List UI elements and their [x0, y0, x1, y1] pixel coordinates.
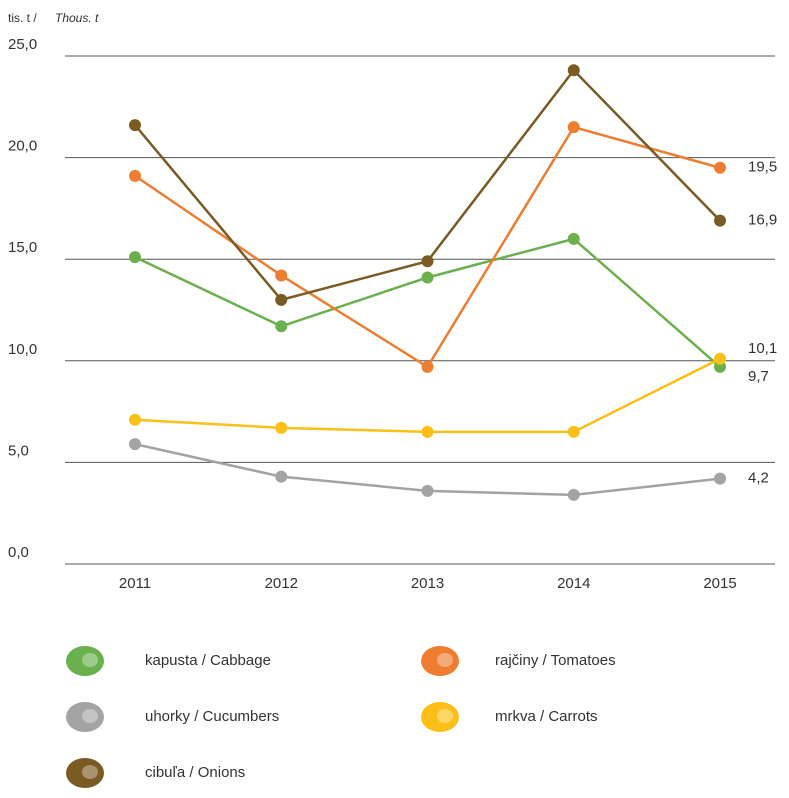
y-tick-label: 0,0: [8, 544, 29, 561]
y-tick-label: 15,0: [8, 239, 37, 256]
data-point: [714, 162, 726, 174]
data-point: [714, 473, 726, 485]
legend-icon-highlight: [437, 709, 453, 723]
legend-icon-highlight: [82, 765, 98, 779]
legend-label: uhorky / Cucumbers: [145, 708, 279, 725]
y-tick-label: 10,0: [8, 341, 37, 358]
data-point: [129, 251, 141, 263]
legend-label: cibuľa / Onions: [145, 764, 245, 781]
value-label: 4,2: [748, 470, 769, 487]
data-point: [422, 255, 434, 267]
series-line: [135, 127, 720, 367]
value-label: 9,7: [748, 368, 769, 385]
y-tick-label: 20,0: [8, 138, 37, 155]
y-tick-label: 25,0: [8, 36, 37, 53]
data-point: [275, 422, 287, 434]
x-tick-label: 2015: [703, 575, 736, 592]
data-point: [275, 294, 287, 306]
x-tick-label: 2014: [557, 575, 590, 592]
chart: tis. t / Thous. t 0,0 5,0 10,0 15,0 20,0 25,0…: [0, 0, 789, 798]
y-tick-label: 5,0: [8, 442, 29, 459]
data-point: [422, 485, 434, 497]
data-point: [422, 426, 434, 438]
data-point: [568, 233, 580, 245]
x-tick-label: 2011: [119, 575, 151, 592]
data-point: [714, 353, 726, 365]
legend-icon-highlight: [82, 709, 98, 723]
legend-label: rajčiny / Tomatoes: [495, 652, 616, 669]
legend-label: kapusta / Cabbage: [145, 652, 271, 669]
data-point: [129, 414, 141, 426]
legend-icon-highlight: [437, 653, 453, 667]
data-point: [275, 320, 287, 332]
value-label: 19,5: [748, 159, 777, 176]
data-point: [129, 170, 141, 182]
x-tick-label: 2012: [265, 575, 298, 592]
data-point: [422, 271, 434, 283]
value-label: 10,1: [748, 340, 777, 357]
data-point: [422, 361, 434, 373]
data-point: [275, 269, 287, 281]
legend-icon-highlight: [82, 653, 98, 667]
data-point: [568, 426, 580, 438]
data-point: [129, 119, 141, 131]
data-point: [568, 121, 580, 133]
value-label: 16,9: [748, 212, 777, 229]
data-point: [714, 215, 726, 227]
legend-label: mrkva / Carrots: [495, 708, 598, 725]
data-point: [129, 438, 141, 450]
data-point: [275, 471, 287, 483]
data-point: [568, 489, 580, 501]
data-point: [568, 64, 580, 76]
x-tick-label: 2013: [411, 575, 444, 592]
y-axis-label: tis. t /: [8, 11, 37, 25]
y-axis-label-en: Thous. t: [55, 11, 99, 25]
